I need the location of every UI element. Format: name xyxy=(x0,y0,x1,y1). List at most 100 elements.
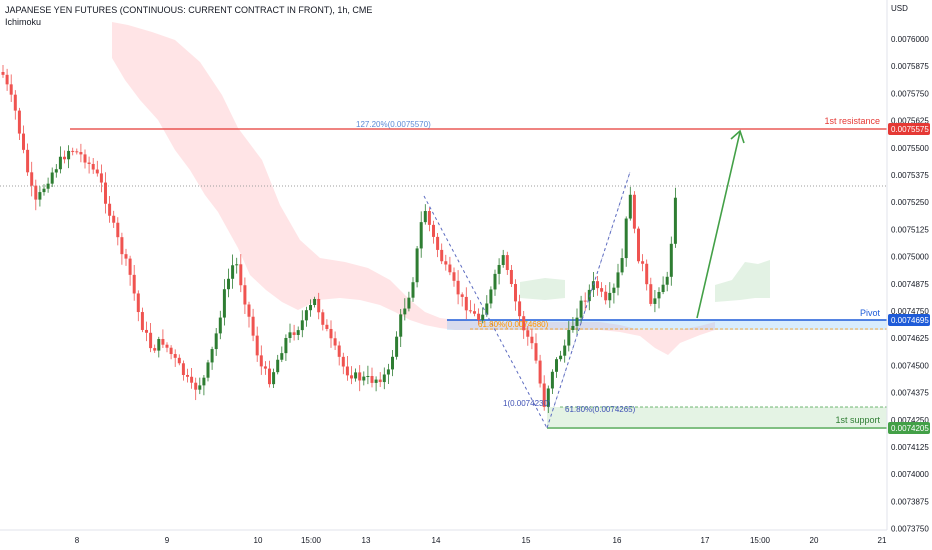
harmonic-pattern xyxy=(423,171,631,429)
candle xyxy=(378,372,382,388)
candle-body xyxy=(116,222,120,238)
candle xyxy=(292,324,296,341)
candle xyxy=(546,385,550,414)
candle xyxy=(128,255,132,286)
candle-body xyxy=(321,312,325,325)
currency-label: USD xyxy=(891,4,908,13)
pivot-label: Pivot xyxy=(860,308,881,318)
candle xyxy=(448,256,452,276)
candle-body xyxy=(309,305,312,311)
candle-body xyxy=(559,355,563,360)
indicator-label[interactable]: Ichimoku xyxy=(5,17,42,27)
candle-body xyxy=(399,314,403,337)
candle-body xyxy=(177,357,181,364)
candle-body xyxy=(391,356,394,370)
candle xyxy=(42,184,46,196)
candle-body xyxy=(284,337,288,354)
candle-body xyxy=(91,163,95,170)
price-tick-label: 0.0074375 xyxy=(891,389,929,398)
candle-body xyxy=(9,84,13,95)
candle-body xyxy=(198,385,202,390)
candle-body xyxy=(591,281,595,290)
candle-body xyxy=(255,335,259,356)
fib-618-pivot-label: 61.80%(0.0074680) xyxy=(478,320,549,329)
candle-body xyxy=(673,197,677,244)
candle-body xyxy=(378,379,382,383)
price-tick-label: 0.0074500 xyxy=(891,361,929,370)
candle-body xyxy=(579,300,583,318)
time-tick-label: 9 xyxy=(165,536,170,545)
candle xyxy=(596,276,599,296)
candle xyxy=(628,186,632,221)
candle xyxy=(645,259,649,291)
time-tick-label: 20 xyxy=(810,536,819,545)
candle xyxy=(485,295,489,317)
price-tick-label: 0.0074125 xyxy=(891,443,929,452)
candle-body xyxy=(280,353,284,360)
candle xyxy=(194,377,198,401)
candle xyxy=(477,308,481,325)
candle xyxy=(165,342,169,353)
time-tick-label: 16 xyxy=(613,536,622,545)
candle-body xyxy=(403,308,407,315)
price-tick-label: 0.0075750 xyxy=(891,89,929,98)
candle-body xyxy=(325,324,329,329)
support-zone xyxy=(547,407,887,429)
candle-body xyxy=(624,218,628,259)
candle xyxy=(149,322,153,353)
candle-body xyxy=(477,313,481,321)
candle-body xyxy=(641,261,645,264)
candle xyxy=(30,161,34,197)
candle-body xyxy=(620,258,624,273)
candle-body xyxy=(440,249,444,262)
support-label: 1st support xyxy=(835,415,880,425)
candle xyxy=(112,210,116,228)
candle xyxy=(665,271,669,292)
candle-body xyxy=(71,150,75,152)
candle-body xyxy=(448,264,452,273)
candle-body xyxy=(362,376,366,381)
time-axis[interactable]: 8 9 10 15:00 13 14 15 16 17 15:00 20 21 xyxy=(0,529,887,545)
candle-body xyxy=(555,359,558,372)
candle xyxy=(423,204,427,225)
candle xyxy=(116,217,120,246)
candle-body xyxy=(468,310,472,312)
candle xyxy=(657,287,661,309)
candle-body xyxy=(571,325,575,331)
resistance-tag-bg xyxy=(888,123,930,135)
price-tick-label: 0.0074000 xyxy=(891,470,929,479)
candle-body xyxy=(161,339,165,345)
candle xyxy=(296,326,300,341)
candle xyxy=(325,319,329,332)
candle xyxy=(567,320,571,352)
candle xyxy=(181,360,185,381)
candle xyxy=(555,357,558,378)
pattern-leg-1 xyxy=(423,195,548,429)
candle-body xyxy=(186,374,189,377)
fib-1-label: 1(0.0074230) xyxy=(503,399,551,408)
candle xyxy=(239,254,243,293)
candle xyxy=(321,309,325,331)
support-price-tag: 0.0074205 xyxy=(888,422,930,434)
candle xyxy=(276,354,280,375)
candle-body xyxy=(514,284,517,302)
candle-body xyxy=(169,347,173,355)
candle-body xyxy=(501,255,505,265)
candle xyxy=(145,321,148,342)
candle-body xyxy=(251,316,255,336)
price-tick-label: 0.0073875 xyxy=(891,497,929,506)
price-axis[interactable]: USD 0.0076000 0.0075875 0.0075750 0.0075625… xyxy=(886,0,930,534)
candle-body xyxy=(276,359,280,373)
candle xyxy=(153,344,157,353)
candle-body xyxy=(99,173,103,183)
price-tick-label: 0.0075375 xyxy=(891,171,929,180)
candle-body xyxy=(104,182,107,204)
candle-body xyxy=(341,356,345,367)
candle xyxy=(473,303,476,317)
time-tick-label: 15:00 xyxy=(750,536,771,545)
candle xyxy=(604,285,608,305)
candle-body xyxy=(452,272,456,281)
candle xyxy=(104,172,107,214)
candle-body xyxy=(75,151,79,153)
